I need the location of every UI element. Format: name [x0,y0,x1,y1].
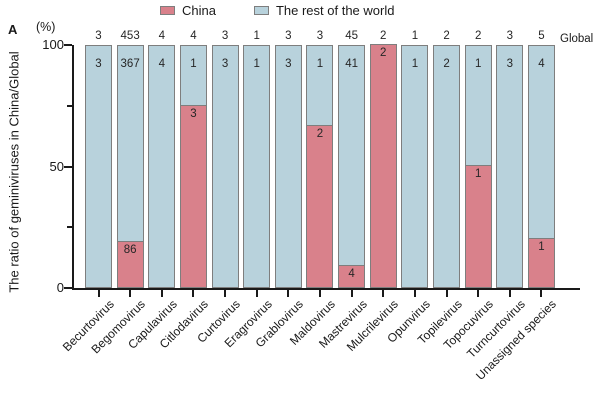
x-axis-tick [287,290,290,297]
bar-segment-rest-of-world [116,45,144,288]
x-axis-tick [255,290,258,297]
y-axis-unit-label: (%) [36,20,56,34]
x-axis-tick [224,290,227,297]
y-axis-line [72,45,74,290]
bar-rest-of-world-value-label: 41 [345,58,358,70]
bar-global-total-label: 3 [316,30,324,42]
china-color-swatch [160,6,175,15]
x-axis-tick [477,290,480,297]
bar-global-total-label: 1 [253,30,260,42]
bar-china-value-label: 1 [474,168,482,180]
bar-china-value-label: 2 [316,128,324,140]
x-axis-tick [508,290,511,297]
bar-global-total-label: 2 [380,30,387,42]
bar-rest-of-world-value-label: 3 [221,58,229,70]
legend-label-rest-of-world: The rest of the world [275,3,395,18]
bar-rest-of-world-value-label: 4 [158,58,165,70]
legend: China The rest of the world [160,3,394,18]
bar-china-value-label: 2 [380,47,387,59]
bar-global-total-label: 1 [411,30,419,42]
bar-china-value-label: 1 [538,241,545,253]
bar-rest-of-world-value-label: 1 [190,58,197,70]
bar-global-total-label: 2 [443,30,450,42]
bar-segment-rest-of-world [179,45,207,288]
bar-segment-rest-of-world [306,45,334,288]
bar-segment-rest-of-world [85,45,112,288]
bar-global-total-label: 3 [95,30,102,42]
bar-segment-china [179,105,207,288]
bar-segment-rest-of-world [338,45,366,288]
x-axis-tick [160,290,163,297]
bar-segment-rest-of-world [433,45,461,288]
x-axis-tick [540,290,543,297]
global-column-label: Global [560,33,594,45]
bar-rest-of-world-value-label: 1 [411,58,419,70]
x-axis-tick [413,290,416,297]
y-axis-minor-tick [67,226,72,229]
y-axis-major-tick [64,44,72,46]
x-axis-tick [97,290,100,297]
bar-global-total-label: 3 [506,30,514,42]
bar-segment-china [116,241,144,288]
x-axis-line [72,288,580,290]
bar-rest-of-world-value-label: 367 [120,58,140,70]
bar-rest-of-world-value-label: 2 [443,58,450,70]
bar-segment-china [306,125,334,288]
bar-global-total-label: 3 [221,30,229,42]
bar-segment-rest-of-world [527,45,555,288]
y-axis-tick-label: 50 [49,158,64,174]
y-axis-minor-tick [67,104,72,107]
panel-label: A [8,22,18,37]
rest-of-world-color-swatch [253,6,269,15]
bar-rest-of-world-value-label: 1 [253,58,260,70]
bar-china-value-label: 4 [348,268,355,280]
x-axis-tick [192,290,195,297]
bar-global-total-label: 4 [190,30,197,42]
bar-rest-of-world-value-label: 1 [474,58,482,70]
bar-china-value-label: 3 [190,108,197,120]
bar-rest-of-world-value-label: 3 [95,58,102,70]
y-axis-title: The ratio of geminiviruses in China/Glob… [6,51,22,293]
bar-segment-rest-of-world [274,45,302,288]
bar-segment-rest-of-world [464,45,492,288]
legend-label-china: China [182,3,216,18]
bar-global-total-label: 4 [158,30,165,42]
bar-rest-of-world-value-label: 3 [285,58,292,70]
bar-segment-rest-of-world [243,45,271,288]
bar-global-total-label: 453 [120,30,140,42]
bar-segment-china [464,165,492,288]
bar-segment-china [338,265,366,288]
bar-segment-rest-of-world [496,45,524,288]
x-axis-tick [350,290,353,297]
x-axis-tick [129,290,132,297]
bar-global-total-label: 5 [538,30,545,42]
bar-segment-rest-of-world [211,45,239,288]
x-axis-tick [445,290,448,297]
plot-area: 100 50 0 3 3 453 367 86 4 4 4 1 3 3 3 1 1 3 3 3 1 2 45 41 4 2 2 1 1 2… [42,30,580,297]
bar-segment-china [527,238,555,288]
bar-rest-of-world-value-label: 3 [506,58,514,70]
bar-segment-china [369,44,397,288]
bar-china-value-label: 86 [123,244,137,256]
bar-global-total-label: 3 [285,30,292,42]
y-axis-tick-label: 100 [42,37,64,52]
bar-segment-rest-of-world [148,45,176,288]
bar-rest-of-world-value-label: 1 [316,58,324,70]
bar-global-total-label: 45 [345,30,358,42]
bar-segment-rest-of-world [401,45,429,288]
y-axis-major-tick [64,287,72,289]
x-axis-tick [382,290,385,297]
y-axis-tick-label: 0 [56,280,64,295]
x-axis-tick [318,290,321,297]
legend-item-rest-of-world: The rest of the world [253,3,395,18]
y-axis-major-tick [64,165,72,168]
bar-rest-of-world-value-label: 4 [538,58,545,70]
bar-segment-rest-of-world [369,44,397,288]
legend-item-china: China [160,3,216,18]
bar-global-total-label: 2 [474,30,482,42]
